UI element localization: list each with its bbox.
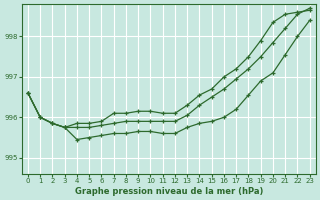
- X-axis label: Graphe pression niveau de la mer (hPa): Graphe pression niveau de la mer (hPa): [75, 187, 263, 196]
